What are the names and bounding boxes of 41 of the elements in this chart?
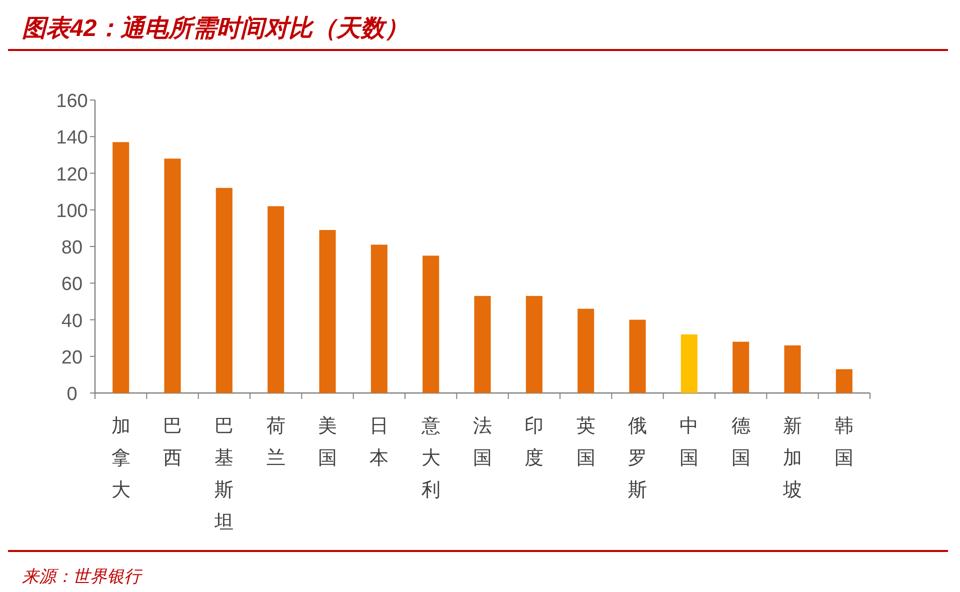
chart-title: 图表42：通电所需时间对比（天数） — [22, 15, 409, 42]
bar — [732, 342, 750, 393]
y-tick-label: 140 — [56, 128, 88, 149]
bar — [526, 296, 542, 393]
x-tick-label: 美国 — [318, 415, 337, 469]
bar — [319, 230, 336, 393]
bar — [680, 334, 698, 393]
bar — [164, 158, 181, 393]
bar — [784, 345, 801, 393]
x-tick-label: 韩国 — [834, 416, 854, 469]
y-tick-label: 20 — [61, 347, 83, 368]
y-tick-label: 0 — [66, 384, 78, 405]
x-tick-label: 新加坡 — [782, 415, 802, 501]
y-tick-label: 60 — [61, 274, 83, 296]
bar — [370, 244, 388, 393]
x-tick-label: 巴基斯坦 — [214, 416, 234, 533]
y-tick-label: 100 — [56, 200, 88, 222]
x-tick-label: 俄罗斯 — [628, 416, 647, 501]
bar — [474, 296, 491, 393]
x-tick-label: 印度 — [524, 416, 544, 469]
x-tick-label: 巴西 — [163, 416, 182, 469]
x-tick-label: 德国 — [731, 416, 750, 469]
x-tick-label: 加拿大 — [111, 416, 130, 501]
bar — [629, 320, 646, 393]
x-tick-label: 意大利 — [420, 416, 440, 501]
x-tick-label: 英国 — [576, 416, 596, 469]
bar — [216, 188, 232, 393]
bar — [268, 206, 284, 393]
x-tick-label: 中国 — [680, 416, 699, 469]
bar — [112, 142, 130, 393]
y-tick-label: 80 — [61, 238, 83, 258]
y-tick-label: 40 — [61, 310, 83, 332]
x-tick-label: 荷兰 — [266, 416, 286, 469]
x-tick-label: 日本 — [370, 416, 389, 469]
source-note: 来源：世界银行 — [22, 567, 143, 586]
y-tick-label: 120 — [56, 164, 88, 186]
x-tick-label: 法国 — [473, 416, 492, 469]
bar — [422, 256, 440, 393]
y-tick-label: 160 — [56, 91, 88, 112]
bar — [836, 369, 852, 393]
bar — [578, 308, 594, 393]
